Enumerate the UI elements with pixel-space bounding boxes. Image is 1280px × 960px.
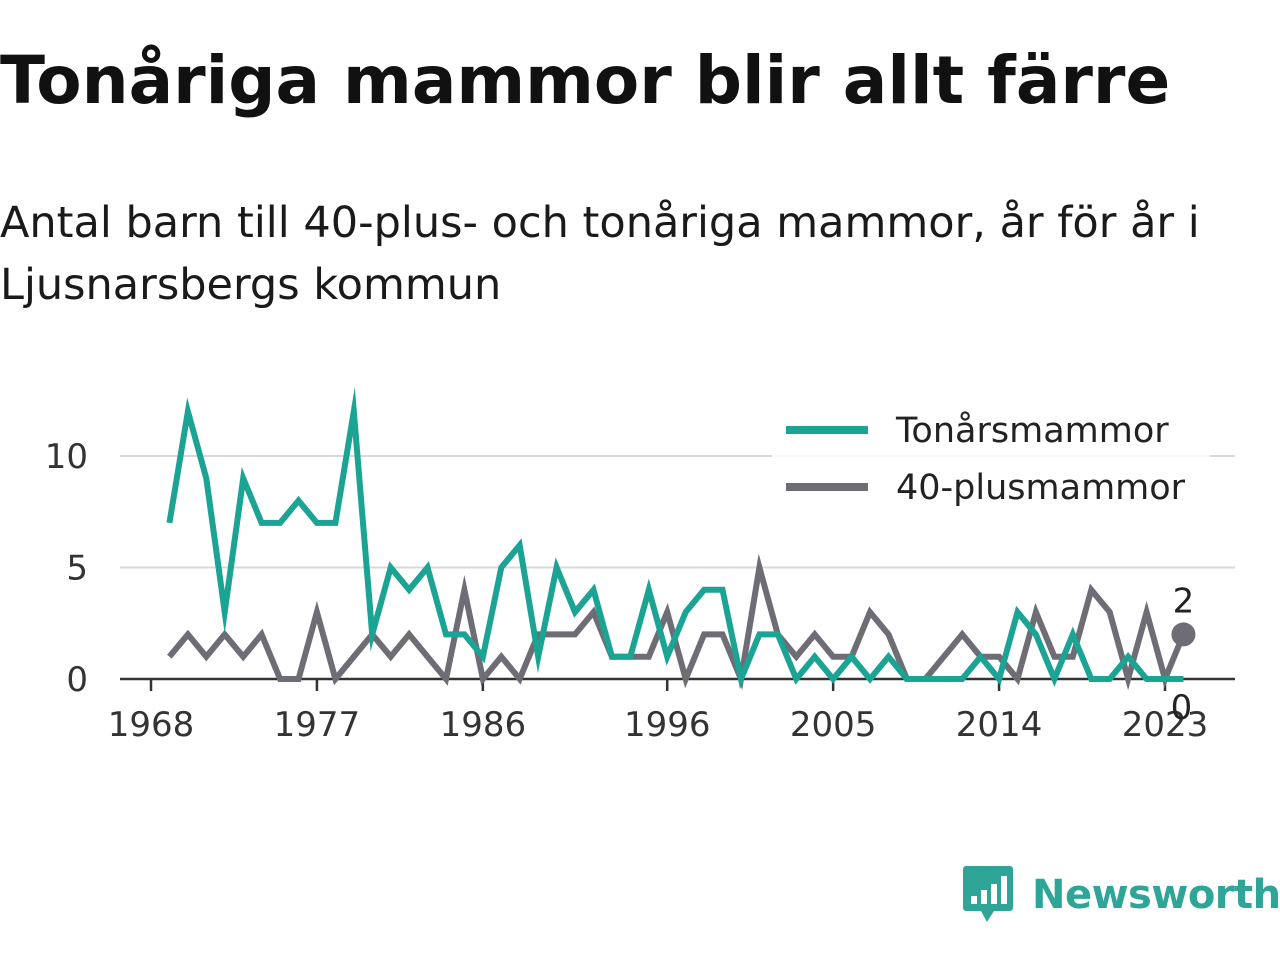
y-tick-label: 5 (66, 549, 88, 589)
legend-label: 40-plusmammor (896, 468, 1186, 508)
x-tick-label: 2014 (956, 705, 1043, 745)
chart-subtitle: Antal barn till 40-plus- och tonåriga ma… (0, 198, 1200, 310)
legend-background (772, 404, 1210, 512)
brand-name: Newsworthy (1032, 872, 1280, 918)
legend-label: Tonårsmammor (895, 410, 1169, 451)
x-tick-label: 2023 (1122, 705, 1209, 745)
x-tick-label: 1977 (274, 705, 361, 745)
series-line-40-plusmammor (167, 553, 1187, 691)
x-tick-label: 2005 (790, 705, 877, 745)
x-tick-label: 1986 (440, 705, 527, 745)
x-tick-label: 1968 (108, 705, 195, 745)
end-label-tonarsmammor: 0 (1171, 688, 1193, 728)
x-tick-label: 1996 (624, 705, 711, 745)
end-label-40-plusmammor: 2 (1173, 581, 1195, 621)
y-tick-label: 0 (66, 660, 88, 700)
bar-chart-speech-bubble-icon (963, 866, 1013, 922)
chart-title: Tonåriga mammor blir allt färre (0, 42, 1171, 119)
brand-logo: Newsworthy (962, 862, 1280, 928)
axes: 0 5 10 1968 1977 1986 1996 2005 2014 2023 (45, 437, 1235, 745)
y-tick-label: 10 (45, 437, 88, 477)
legend: Tonårsmammor 40-plusmammor (772, 404, 1210, 512)
end-labels: 20 (1171, 581, 1195, 728)
series-end-point (1171, 622, 1196, 647)
series-lines (166, 386, 1196, 691)
series-line-tonarsmammor (166, 386, 1184, 690)
